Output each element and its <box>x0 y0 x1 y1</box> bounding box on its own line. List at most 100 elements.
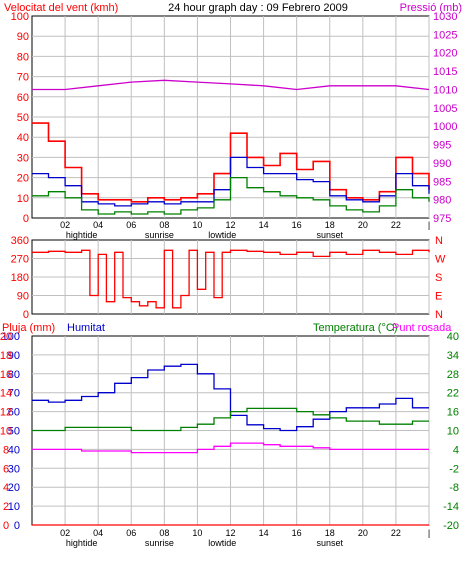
climate-marker-hightide: hightide <box>66 538 98 548</box>
temperature-y-tick-8: 28 <box>447 369 459 381</box>
climate-x-tick-3: 08 <box>159 528 169 538</box>
wind-x-tick-5: 12 <box>225 220 235 230</box>
humidity-y-tick-100: 100 <box>2 331 20 343</box>
series-pressure <box>32 79 430 91</box>
wind-marker-sunset: sunset <box>316 230 343 240</box>
pressure-title: Pressió (mb) <box>400 2 462 14</box>
temperature-y-tick-5: 10 <box>447 426 459 438</box>
humidity-y-tick-80: 80 <box>8 369 20 381</box>
wind-y-tick-10: 10 <box>17 193 29 205</box>
wind-y-tick-80: 80 <box>17 51 29 63</box>
humidity-y-tick-90: 90 <box>8 350 20 362</box>
pressure-y-tick-1005: 1005 <box>433 103 457 115</box>
rain-y-tick-10: 10 <box>0 426 12 438</box>
series-temperature <box>32 407 429 432</box>
direction-y-tick-360: 360 <box>11 235 29 247</box>
rain-y-tick-14: 14 <box>0 388 12 400</box>
wind-y-tick-60: 60 <box>17 92 29 104</box>
temperature-y-tick-6: 16 <box>447 407 459 419</box>
wind-y-tick-90: 90 <box>17 31 29 43</box>
wind-y-tick-0: 0 <box>23 213 29 225</box>
direction-y-tick-270: 270 <box>11 254 29 266</box>
wind-y-tick-100: 100 <box>11 11 29 23</box>
wind-x-tick-9: 20 <box>358 220 368 230</box>
pressure-y-tick-990: 990 <box>433 158 451 170</box>
rain-y-tick-16: 16 <box>0 369 12 381</box>
humidity-y-tick-60: 60 <box>8 407 20 419</box>
wind-x-tick-8: 18 <box>325 220 335 230</box>
climate-x-tick-0: 02 <box>60 528 70 538</box>
climate-x-tick-11: | <box>428 528 430 538</box>
wind-marker-lowtide: lowtide <box>208 230 236 240</box>
series-dewpoint <box>32 442 429 454</box>
humidity-y-tick-10: 10 <box>8 501 20 513</box>
direction-compass-4: N <box>435 309 443 321</box>
rain-y-tick-8: 8 <box>3 444 9 456</box>
temperature-y-tick-1: -14 <box>443 501 459 513</box>
rain-y-tick-4: 4 <box>3 482 9 494</box>
wind-x-tick-0: 02 <box>60 220 70 230</box>
direction-compass-2: S <box>435 272 442 284</box>
temperature-y-tick-3: -2 <box>449 463 459 475</box>
chart-layer: 0102030405060708090100975980985990995100… <box>0 11 459 548</box>
wind-y-tick-40: 40 <box>17 132 29 144</box>
direction-y-tick-0: 0 <box>23 309 29 321</box>
climate-marker-sunset: sunset <box>316 538 343 548</box>
dewpoint-title: Punt rosada <box>392 322 452 334</box>
series-direction <box>32 249 430 309</box>
temperature-y-tick-10: 40 <box>447 331 459 343</box>
climate-x-tick-4: 10 <box>192 528 202 538</box>
pressure-y-tick-975: 975 <box>433 213 451 225</box>
temperature-y-tick-9: 34 <box>447 350 459 362</box>
climate-x-tick-2: 06 <box>126 528 136 538</box>
humidity-y-tick-20: 20 <box>8 482 20 494</box>
climate-x-tick-7: 16 <box>292 528 302 538</box>
series-gust <box>32 122 430 203</box>
graph-day-title: 24 hour graph day : 09 Febrero 2009 <box>168 2 348 14</box>
pressure-y-tick-995: 995 <box>433 140 451 152</box>
wind-x-tick-1: 04 <box>93 220 103 230</box>
pressure-y-tick-1030: 1030 <box>433 11 457 23</box>
temperature-y-tick-7: 22 <box>447 388 459 400</box>
humidity-y-tick-70: 70 <box>8 388 20 400</box>
series-wind_green <box>32 176 430 215</box>
rain-y-tick-6: 6 <box>3 463 9 475</box>
pressure-y-tick-985: 985 <box>433 176 451 188</box>
pressure-y-tick-980: 980 <box>433 195 451 207</box>
rain-y-tick-12: 12 <box>0 407 12 419</box>
wind-x-tick-7: 16 <box>292 220 302 230</box>
humidity-y-tick-0: 0 <box>14 520 20 532</box>
direction-compass-0: N <box>435 235 443 247</box>
series-avgwind <box>32 156 430 207</box>
temperature-title: Temperatura (°C) <box>313 322 397 334</box>
climate-x-tick-5: 12 <box>225 528 235 538</box>
climate-x-tick-9: 20 <box>358 528 368 538</box>
wind-x-tick-6: 14 <box>259 220 269 230</box>
wind-marker-sunrise: sunrise <box>145 230 174 240</box>
temperature-y-tick-2: -8 <box>449 482 459 494</box>
rain-y-tick-20: 20 <box>0 331 12 343</box>
wind-x-tick-11: | <box>428 220 430 230</box>
temperature-y-tick-0: -20 <box>443 520 459 532</box>
wind-y-tick-30: 30 <box>17 152 29 164</box>
direction-compass-3: E <box>435 291 442 303</box>
climate-marker-lowtide: lowtide <box>208 538 236 548</box>
humidity-y-tick-50: 50 <box>8 426 20 438</box>
wind-x-tick-3: 08 <box>159 220 169 230</box>
climate-x-tick-10: 22 <box>391 528 401 538</box>
wind-marker-hightide: hightide <box>66 230 98 240</box>
wind-y-tick-70: 70 <box>17 72 29 84</box>
rain-y-tick-2: 2 <box>3 501 9 513</box>
humidity-title: Humitat <box>67 322 105 334</box>
climate-x-tick-8: 18 <box>325 528 335 538</box>
rain-title: Pluja (mm) <box>2 322 55 334</box>
climate-marker-sunrise: sunrise <box>145 538 174 548</box>
pressure-y-tick-1015: 1015 <box>433 66 457 78</box>
wind-speed-title: Velocitat del vent (kmh) <box>4 2 118 14</box>
wind-x-tick-10: 22 <box>391 220 401 230</box>
pressure-y-tick-1025: 1025 <box>433 29 457 41</box>
direction-y-tick-90: 90 <box>17 291 29 303</box>
wind-x-tick-4: 10 <box>192 220 202 230</box>
climate-x-tick-6: 14 <box>259 528 269 538</box>
